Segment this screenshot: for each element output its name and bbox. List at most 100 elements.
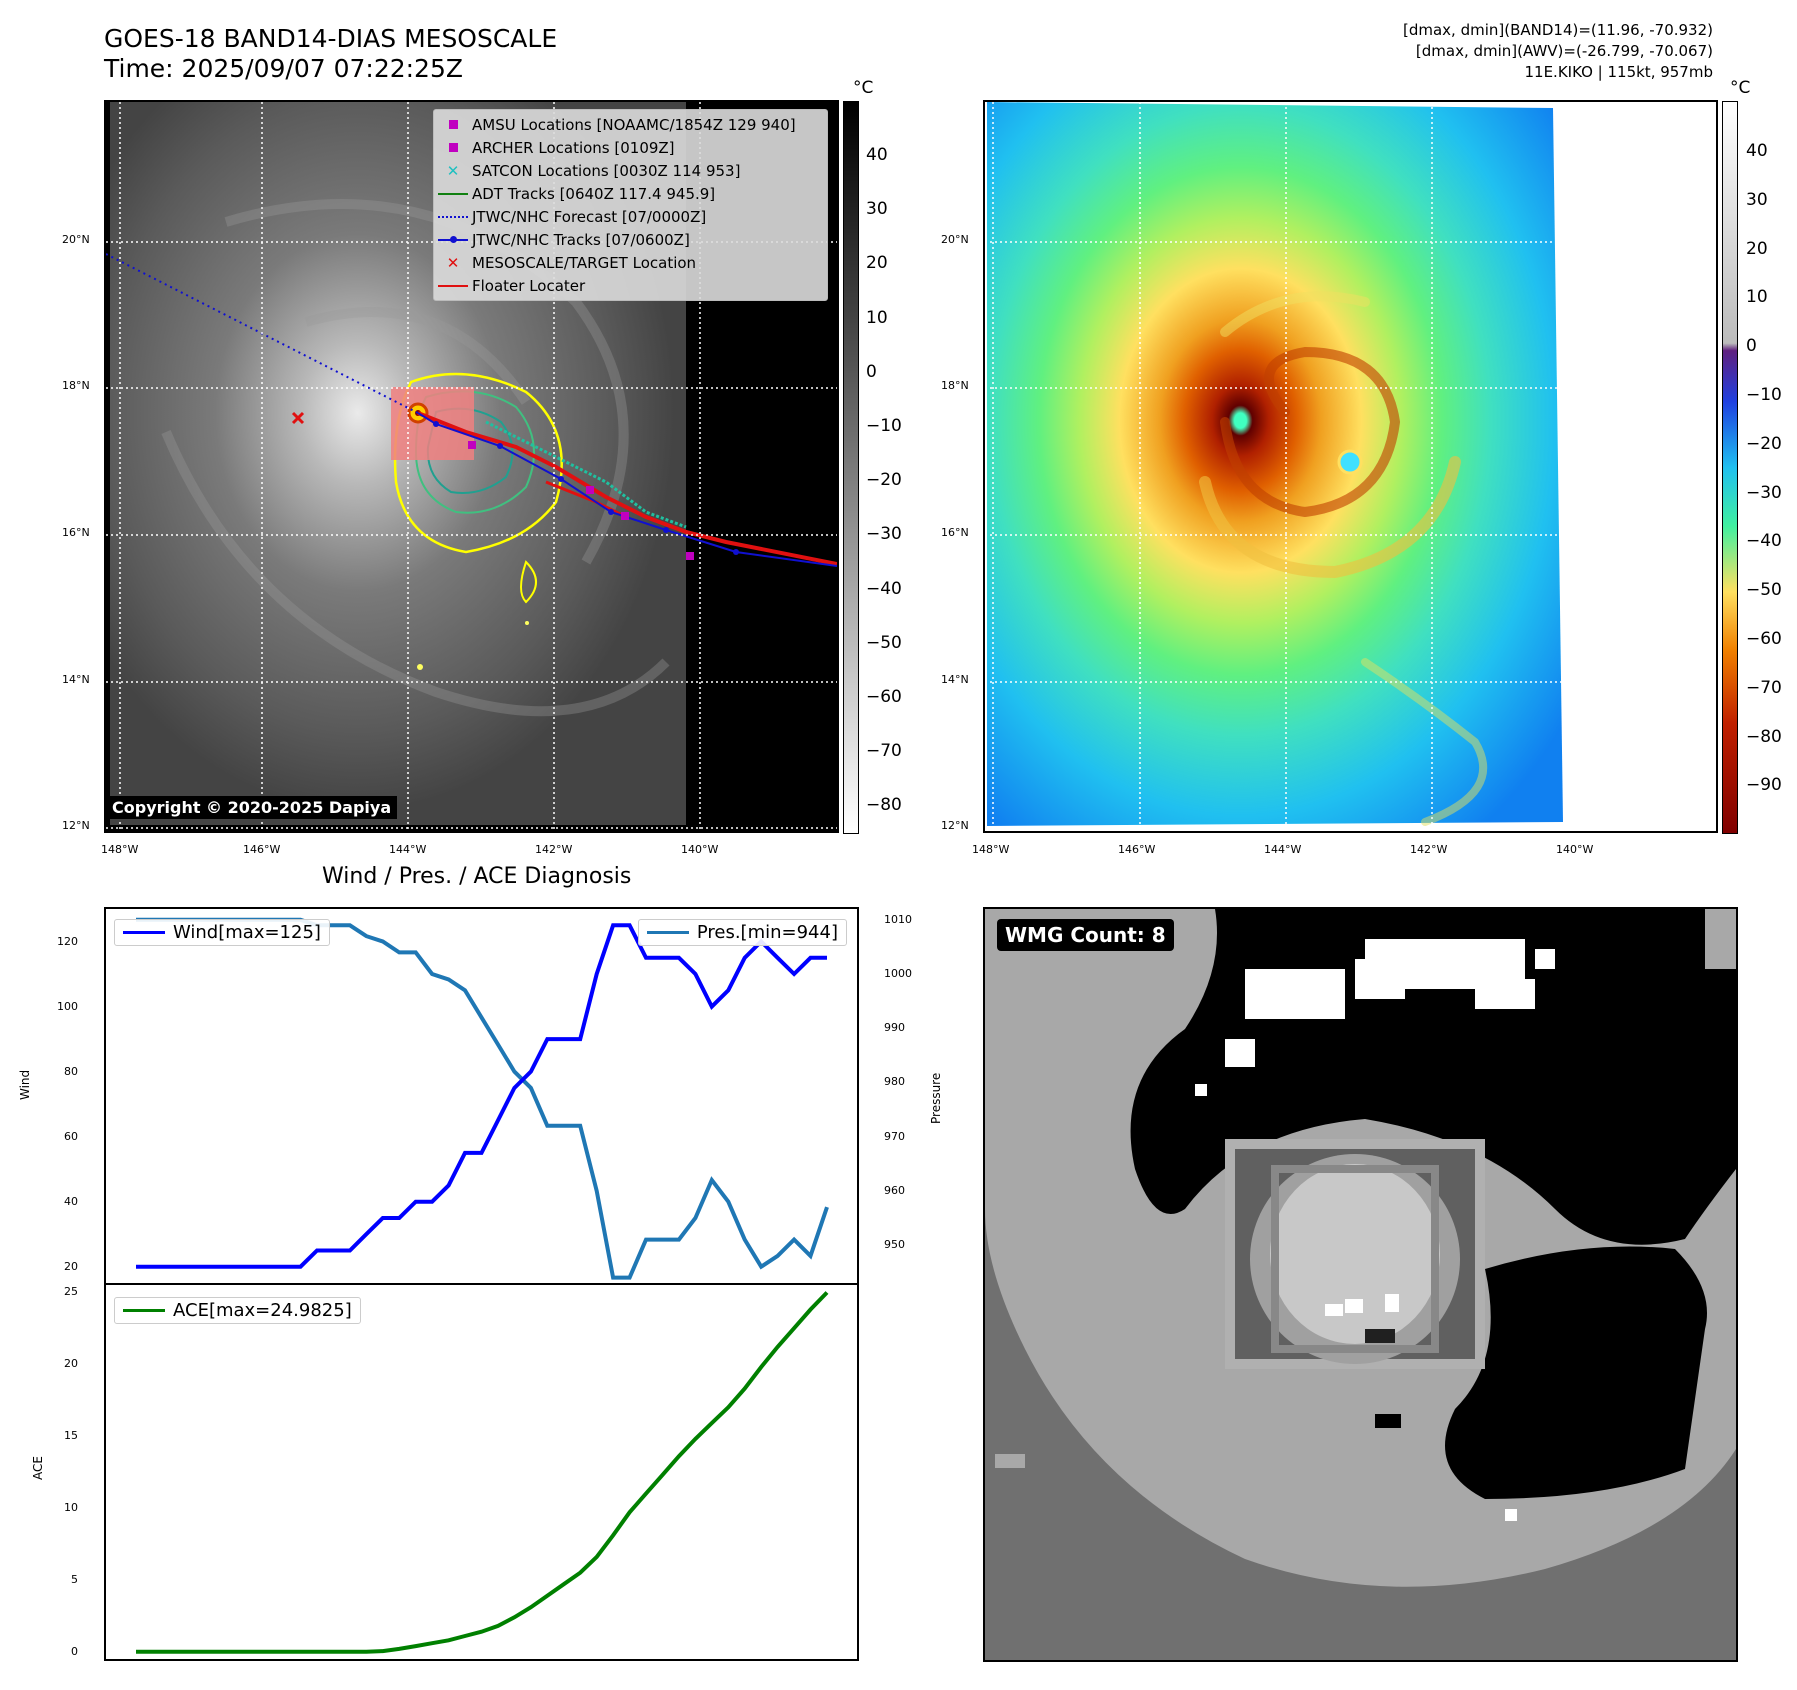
ir-lon-148: 148°W	[101, 843, 139, 856]
ace-axis-tick-3: 10	[64, 1500, 78, 1514]
pressure-axis-tick-4: 970	[884, 1129, 905, 1143]
wind-axis-tick-1: 100	[57, 999, 78, 1013]
ir-colorbar-tick-7: −30	[866, 524, 902, 545]
awv-colorbar-tick-0: 40	[1746, 141, 1768, 161]
ir-colorbar-tick-8: −40	[866, 578, 902, 599]
ace-axis-tick-1: 20	[64, 1357, 78, 1371]
wmg-imagery	[985, 909, 1736, 1587]
wmg-count-badge: WMG Count: 8	[997, 919, 1174, 951]
awv-colorbar-tick-8: −40	[1746, 531, 1782, 552]
awv-colorbar-tick-11: −70	[1746, 677, 1782, 698]
ir-colorbar-tick-3: 10	[866, 307, 888, 328]
awv-colorbar	[1722, 101, 1738, 834]
awv-lat-20: 20°N	[941, 233, 969, 246]
ace-axis-tick-2: 15	[64, 1429, 78, 1443]
stats-band14: [dmax, dmin](BAND14)=(11.96, -70.932)	[1402, 21, 1713, 39]
awv-lon-144: 144°W	[1264, 843, 1302, 856]
copyright-label: Copyright © 2020-2025 Dapiya	[106, 796, 398, 819]
ir-lat-12: 12°N	[62, 819, 90, 832]
awv-colorbar-tick-12: −80	[1746, 726, 1782, 747]
legend-forecast: JTWC/NHC Forecast [07/0000Z]	[434, 205, 827, 228]
wind-axis-tick-3: 60	[64, 1129, 78, 1143]
ace-axis-label: ACE	[31, 1456, 45, 1480]
awv-lat-16: 16°N	[941, 526, 969, 539]
awv-colorbar-tick-5: −10	[1746, 385, 1782, 405]
ir-lon-146: 146°W	[243, 843, 281, 856]
ir-lat-18: 18°N	[62, 379, 90, 392]
ace-legend: ACE[max=24.9825]	[114, 1297, 361, 1324]
awv-colorbar-tick-3: 10	[1746, 287, 1768, 308]
awv-lat-14: 14°N	[941, 673, 969, 686]
pressure-axis-tick-0: 1010	[884, 912, 912, 926]
ir-colorbar-tick-0: 40	[866, 145, 888, 165]
awv-colorbar-tick-6: −20	[1746, 433, 1782, 454]
awv-colorbar-tick-10: −60	[1746, 629, 1782, 649]
ir-lat-16: 16°N	[62, 526, 90, 539]
ir-colorbar-tick-11: −70	[866, 741, 902, 762]
legend-target: ✕ MESOSCALE/TARGET Location	[446, 253, 697, 272]
ir-colorbar-tick-10: −60	[866, 687, 902, 707]
awv-gridlines	[985, 102, 1716, 831]
legend-archer: ARCHER Locations [0109Z]	[434, 136, 827, 159]
awv-lon-146: 146°W	[1118, 843, 1156, 856]
wind-pressure-plot: Wind[max=125] Pres.[min=944]	[104, 907, 859, 1285]
wind-axis-tick-2: 80	[64, 1064, 78, 1078]
ace-series-line	[136, 1291, 829, 1654]
awv-lon-142: 142°W	[1410, 843, 1448, 856]
awv-lat-12: 12°N	[941, 819, 969, 832]
legend-amsu: AMSU Locations [NOAAMC/1854Z 129 940]	[434, 113, 827, 136]
ir-colorbar-tick-9: −50	[866, 632, 902, 653]
ir-colorbar-tick-4: 0	[866, 361, 877, 382]
pressure-axis-tick-3: 980	[884, 1075, 905, 1089]
pressure-axis-tick-6: 950	[884, 1238, 905, 1252]
ir-lon-144: 144°W	[389, 843, 427, 856]
ir-lat-14: 14°N	[62, 673, 90, 686]
ace-axis-tick-4: 5	[71, 1572, 78, 1586]
legend-jtwc: JTWC/NHC Tracks [07/0600Z]	[434, 228, 827, 251]
wmg-panel: WMG Count: 8	[983, 907, 1738, 1662]
stats-awv: [dmax, dmin](AWV)=(-26.799, -70.067)	[1415, 42, 1713, 60]
stats-storm: 11E.KIKO | 115kt, 957mb	[1524, 63, 1713, 81]
awv-lat-18: 18°N	[941, 379, 969, 392]
ir-colorbar-unit: °C	[853, 78, 874, 98]
legend-floater: Floater Locater	[434, 274, 827, 297]
ir-colorbar-tick-1: 30	[866, 199, 888, 220]
pressure-legend: Pres.[min=944]	[637, 919, 847, 946]
ir-colorbar-tick-5: −10	[866, 416, 902, 436]
wind-legend: Wind[max=125]	[114, 919, 330, 946]
ir-lon-142: 142°W	[535, 843, 573, 856]
awv-colorbar-tick-2: 20	[1746, 238, 1768, 259]
ir-lat-20: 20°N	[62, 233, 90, 246]
wind-axis-label: Wind	[18, 1069, 32, 1100]
ir-colorbar-tick-6: −20	[866, 470, 902, 491]
pressure-axis-label: Pressure	[929, 1072, 943, 1124]
awv-map-panel	[983, 100, 1718, 833]
awv-colorbar-tick-4: 0	[1746, 336, 1757, 357]
ir-colorbar	[843, 101, 859, 834]
wind-pressure-svg	[136, 917, 829, 1280]
awv-colorbar-tick-9: −50	[1746, 580, 1782, 601]
awv-imagery	[987, 102, 1563, 826]
ir-map-panel: AMSU Locations [NOAAMC/1854Z 129 940] AR…	[104, 100, 839, 833]
awv-colorbar-tick-1: 30	[1746, 189, 1768, 210]
diagnosis-title: Wind / Pres. / ACE Diagnosis	[322, 864, 632, 889]
ir-lon-140: 140°W	[681, 843, 719, 856]
pressure-axis-tick-5: 960	[884, 1183, 905, 1197]
awv-colorbar-tick-13: −90	[1746, 775, 1782, 796]
pressure-axis-tick-1: 1000	[884, 967, 912, 981]
legend-satcon: ✕ SATCON Locations [0030Z 114 953]	[446, 161, 741, 180]
ir-colorbar-tick-2: 20	[866, 253, 888, 274]
awv-colorbar-unit: °C	[1730, 78, 1751, 98]
ace-axis-tick-5: 0	[71, 1644, 78, 1658]
ace-svg	[136, 1291, 829, 1654]
wind-axis-tick-0: 120	[57, 934, 78, 948]
awv-lon-148: 148°W	[972, 843, 1010, 856]
wind-axis-tick-5: 20	[64, 1259, 78, 1273]
track-legend: AMSU Locations [NOAAMC/1854Z 129 940] AR…	[433, 109, 828, 301]
wind-series-line	[136, 923, 827, 1269]
ir-colorbar-tick-12: −80	[866, 795, 902, 816]
wind-axis-tick-4: 40	[64, 1194, 78, 1208]
title-line1: GOES-18 BAND14-DIAS MESOSCALE	[104, 24, 558, 53]
awv-colorbar-tick-7: −30	[1746, 482, 1782, 503]
awv-lon-140: 140°W	[1556, 843, 1594, 856]
